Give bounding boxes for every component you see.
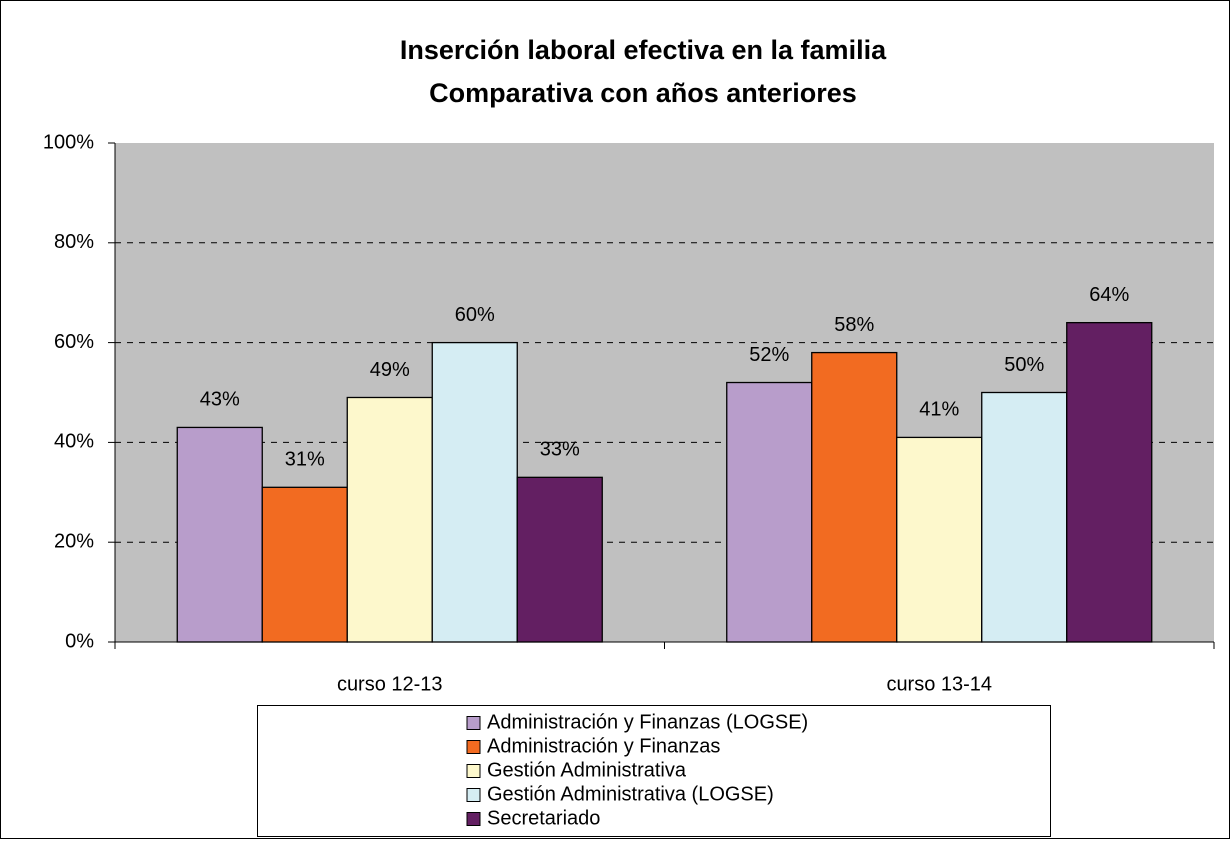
y-tick-label: 100% (43, 131, 94, 153)
legend-label: Administración y Finanzas (LOGSE) (487, 711, 808, 733)
y-tick-label: 20% (54, 530, 94, 552)
y-tick-label: 40% (54, 431, 94, 453)
legend-label: Administración y Finanzas (487, 735, 720, 757)
legend-label: Gestión Administrativa (487, 759, 687, 781)
bar (261, 486, 348, 643)
legend-swatch (466, 716, 481, 730)
data-label: 52% (749, 344, 789, 366)
data-label: 33% (540, 439, 580, 461)
data-label: 50% (1004, 354, 1044, 376)
legend (257, 705, 1051, 837)
x-tick-label: curso 13-14 (886, 673, 992, 695)
bar (726, 381, 813, 643)
data-label: 64% (1089, 284, 1129, 306)
data-label: 41% (919, 399, 959, 421)
chart-title: Comparativa con años anteriores (429, 78, 857, 108)
bar (431, 341, 518, 643)
legend-label: Secretariado (487, 807, 600, 829)
legend-swatch (466, 812, 481, 826)
data-label: 60% (455, 304, 495, 326)
legend-swatch (466, 788, 481, 802)
y-tick-label: 80% (54, 231, 94, 253)
data-label: 43% (200, 389, 240, 411)
bar (516, 476, 603, 643)
bar (811, 351, 898, 643)
bar (176, 426, 263, 643)
y-tick-label: 60% (54, 331, 94, 353)
bar (346, 396, 433, 643)
data-label: 31% (285, 449, 325, 471)
legend-swatch (466, 740, 481, 754)
legend-label: Gestión Administrativa (LOGSE) (487, 783, 774, 805)
legend-swatch (466, 764, 481, 778)
data-label: 58% (834, 314, 874, 336)
bar (1066, 321, 1153, 643)
x-tick-label: curso 12-13 (337, 673, 443, 695)
chart-title: Inserción laboral efectiva en la familia (400, 35, 887, 65)
bar (896, 436, 983, 643)
bar (981, 391, 1068, 643)
y-tick-label: 0% (65, 630, 94, 652)
data-label: 49% (370, 359, 410, 381)
